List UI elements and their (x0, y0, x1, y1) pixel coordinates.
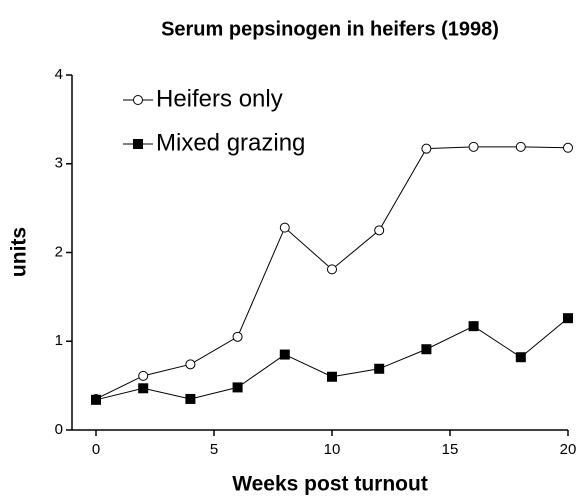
y-tick-label: 4 (55, 66, 63, 83)
data-point (232, 331, 243, 342)
chart-title: Serum pepsinogen in heifers (1998) (161, 18, 499, 40)
data-point (563, 313, 573, 324)
x-tick-label: 0 (92, 441, 100, 458)
y-tick-label: 1 (55, 332, 63, 349)
legend-label: Heifers only (156, 85, 283, 112)
data-point (185, 393, 196, 404)
legend-marker (133, 95, 143, 105)
x-tick-label: 5 (210, 441, 218, 458)
data-point (279, 222, 290, 233)
data-point (327, 264, 337, 275)
x-tick-label: 10 (324, 441, 341, 458)
x-tick-label: 15 (442, 441, 459, 458)
data-point (374, 363, 385, 374)
data-point (468, 321, 479, 332)
data-point (468, 141, 479, 152)
data-point (91, 394, 101, 405)
legend-label: Mixed grazing (156, 129, 305, 156)
y-tick-label: 3 (55, 155, 63, 172)
y-axis-label: units (8, 227, 31, 277)
data-point (374, 225, 385, 236)
data-point (563, 142, 573, 153)
x-axis-label: Weeks post turnout (232, 473, 428, 496)
data-point (279, 349, 290, 360)
data-point (421, 344, 432, 355)
data-point (421, 143, 432, 154)
y-tick-label: 0 (55, 421, 63, 438)
legend-marker (133, 139, 143, 149)
data-point (232, 382, 243, 393)
series-line (95, 317, 569, 401)
y-tick-label: 2 (55, 243, 63, 260)
data-point (138, 370, 149, 381)
data-point (515, 352, 526, 363)
data-point (515, 141, 526, 152)
data-point (138, 383, 149, 394)
x-tick-label: 20 (560, 441, 577, 458)
data-point (327, 371, 337, 382)
data-point (185, 359, 196, 370)
